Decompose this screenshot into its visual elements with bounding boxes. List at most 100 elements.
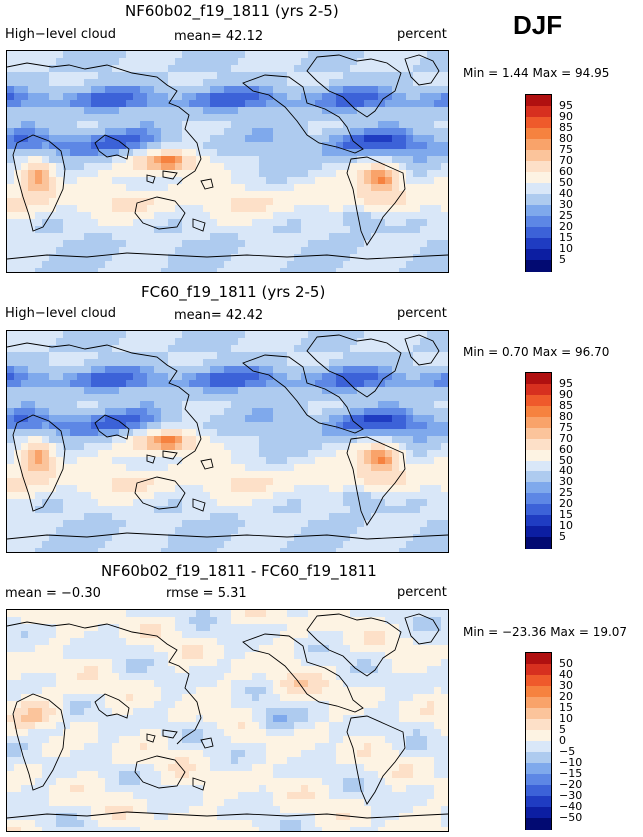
field-cell (49, 212, 57, 220)
field-cell (203, 401, 211, 409)
field-cell (196, 72, 204, 80)
field-cell (210, 645, 218, 653)
field-cell (252, 624, 260, 632)
field-cell (77, 422, 85, 430)
field-cell (70, 680, 78, 688)
field-cell (266, 135, 274, 143)
field-cell (434, 380, 442, 388)
field-cell (420, 659, 428, 667)
field-cell (294, 694, 302, 702)
field-cell (210, 247, 218, 255)
field-cell (259, 527, 267, 535)
field-cell (70, 513, 78, 521)
field-cell (28, 198, 36, 206)
field-cell (84, 534, 92, 542)
field-cell (245, 226, 253, 234)
field-cell (392, 373, 400, 381)
field-cell (175, 184, 183, 192)
field-cell (371, 352, 379, 360)
field-cell (385, 541, 393, 549)
field-cell (210, 72, 218, 80)
field-cell (49, 79, 57, 87)
field-cell (266, 680, 274, 688)
field-cell (336, 471, 344, 479)
field-cell (105, 198, 113, 206)
field-cell (119, 499, 127, 507)
field-cell (385, 72, 393, 80)
field-cell (126, 58, 134, 66)
field-cell (175, 121, 183, 129)
field-cell (175, 380, 183, 388)
field-cell (98, 687, 106, 695)
field-cell (70, 499, 78, 507)
field-cell (350, 624, 358, 632)
field-cell (273, 226, 281, 234)
field-cell (91, 680, 99, 688)
field-cell (140, 513, 148, 521)
field-cell (441, 261, 448, 269)
field-cell (357, 107, 365, 115)
field-cell (49, 345, 57, 353)
field-cell (259, 436, 267, 444)
field-cell (140, 652, 148, 660)
field-cell (245, 135, 253, 143)
field-cell (161, 366, 169, 374)
field-cell (252, 492, 260, 500)
field-cell (357, 436, 365, 444)
field-cell (371, 513, 379, 521)
field-cell (112, 254, 120, 262)
field-cell (413, 485, 421, 493)
field-cell (343, 401, 351, 409)
field-cell (238, 331, 246, 339)
colorbar-swatch (526, 150, 551, 162)
colorbar-swatch (526, 427, 551, 440)
field-cell (406, 673, 414, 681)
field-cell (343, 135, 351, 143)
field-cell (189, 541, 197, 549)
field-cell (336, 198, 344, 206)
field-cell (399, 331, 407, 339)
field-cell (91, 610, 99, 618)
field-cell (231, 198, 239, 206)
field-cell (364, 617, 372, 625)
field-cell (350, 86, 358, 94)
field-cell (280, 485, 288, 493)
coastline (306, 54, 402, 118)
field-cell (21, 51, 29, 59)
field-cell (441, 527, 448, 535)
field-cell (357, 121, 365, 129)
field-cell (259, 240, 267, 248)
field-cell (413, 86, 421, 94)
field-cell (259, 58, 267, 66)
field-cell (28, 128, 36, 136)
field-cell (35, 387, 43, 395)
field-cell (336, 121, 344, 129)
field-cell (364, 408, 372, 416)
field-cell (77, 219, 85, 227)
field-cell (329, 345, 337, 353)
field-cell (441, 659, 448, 667)
field-cell (217, 457, 225, 465)
field-cell (413, 610, 421, 618)
field-cell (119, 387, 127, 395)
field-cell (364, 541, 372, 549)
field-cell (7, 240, 15, 248)
field-cell (252, 331, 260, 339)
field-cell (336, 170, 344, 178)
field-cell (133, 86, 141, 94)
field-cell (385, 380, 393, 388)
field-cell (406, 163, 414, 171)
field-cell (70, 373, 78, 381)
field-cell (91, 149, 99, 157)
field-cell (364, 93, 372, 101)
field-cell (301, 499, 309, 507)
field-cell (112, 436, 120, 444)
field-cell (14, 394, 22, 402)
field-cell (406, 492, 414, 500)
field-cell (210, 366, 218, 374)
field-cell (35, 366, 43, 374)
field-cell (399, 184, 407, 192)
field-cell (420, 156, 428, 164)
field-cell (182, 233, 190, 241)
field-cell (322, 107, 330, 115)
